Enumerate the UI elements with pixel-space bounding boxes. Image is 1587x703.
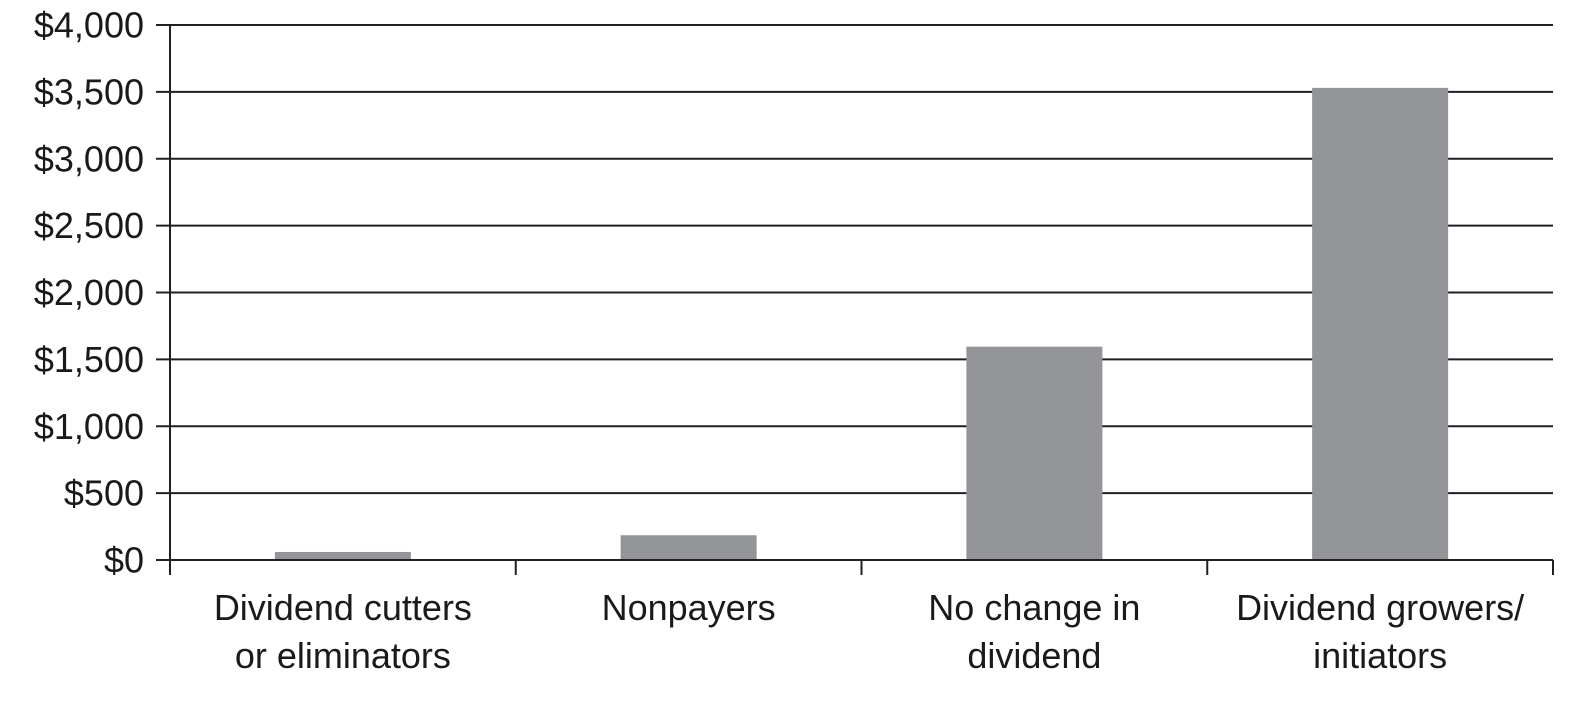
y-tick-label: $3,500 [34, 71, 144, 112]
x-tick-label-line: Dividend growers/ [1236, 587, 1524, 628]
bar [966, 346, 1103, 560]
y-tick-label: $1,000 [34, 406, 144, 447]
gridlines [170, 24, 1553, 495]
y-tick-label: $2,500 [34, 205, 144, 246]
bar [1312, 87, 1449, 561]
y-tick-label: $500 [64, 473, 144, 514]
x-tick-label-line: No change in [928, 587, 1140, 628]
bar [274, 551, 411, 560]
x-tick-label: Nonpayers [602, 587, 776, 628]
y-tick-label: $1,500 [34, 339, 144, 380]
bars [274, 87, 1449, 561]
x-tick-labels: Dividend cutters or eliminators Nonpayers N… [214, 587, 1524, 676]
y-tick-label: $0 [104, 540, 144, 581]
axes [156, 24, 1554, 575]
x-tick-label: Dividend growers/initiators [1236, 587, 1524, 676]
x-tick-label: Dividend cutters or eliminators [214, 587, 472, 676]
bar [620, 535, 757, 560]
y-tick-label: $3,000 [34, 138, 144, 179]
x-tick-label-line: dividend [967, 635, 1101, 676]
y-tick-labels: $0 $500 $1,000 $1,500 $2,000 $2,500 $3,000 $3,5… [34, 5, 144, 581]
x-tick-label-line: Nonpayers [602, 587, 776, 628]
y-tick-label: $2,000 [34, 272, 144, 313]
x-tick-label-line: Dividend cutters [214, 587, 472, 628]
x-tick-label-line: or eliminators [235, 635, 451, 676]
x-tick-label: No change in dividend [928, 587, 1140, 676]
x-tick-label-line: initiators [1313, 635, 1447, 676]
y-tick-label: $4,000 [34, 5, 144, 46]
